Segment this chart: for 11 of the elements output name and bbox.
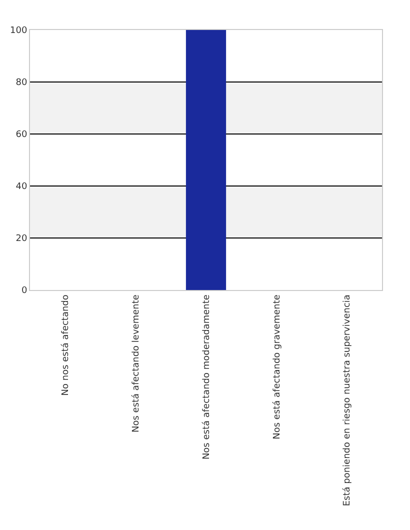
x-tick-label: No nos está afectando: [60, 294, 72, 396]
y-tick-label: 80: [16, 78, 28, 88]
y-tick-label: 60: [16, 130, 28, 140]
y-tick-label: 20: [16, 234, 28, 244]
x-tick-label: Está poniendo en riesgo nuestra supervivencia: [342, 294, 353, 506]
y-tick-label: 40: [16, 182, 28, 192]
y-tick-label: 100: [10, 26, 28, 36]
x-tick-label: Nos está afectando gravemente: [271, 294, 282, 440]
y-tick-label: 0: [21, 286, 28, 296]
x-tick-label: Nos está afectando moderadamente: [200, 294, 212, 460]
x-tick-label: Nos está afectando levemente: [130, 294, 142, 433]
